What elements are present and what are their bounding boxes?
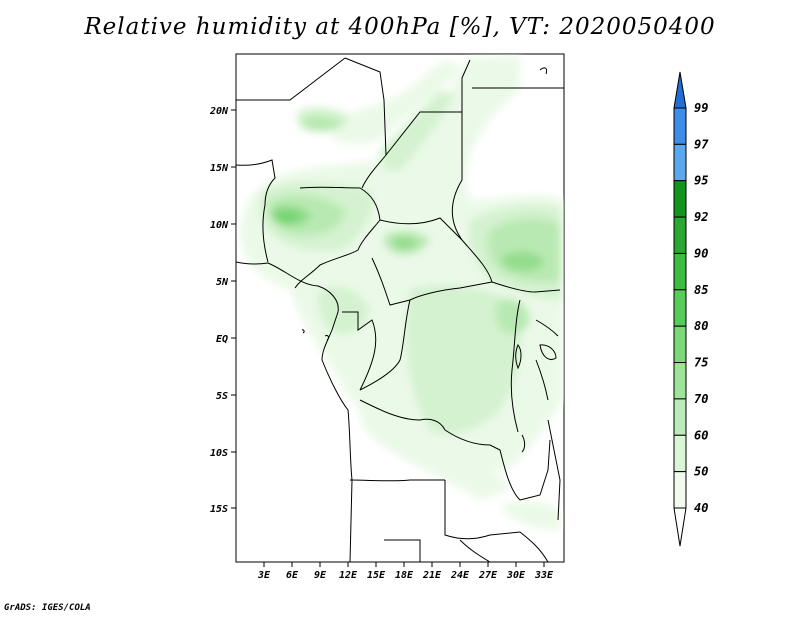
- lat-label: 15S: [210, 504, 228, 515]
- colorbar-label: 90: [694, 246, 708, 260]
- lat-label: 10N: [210, 220, 229, 231]
- colorbar-swatch: [673, 107, 687, 145]
- colorbar-bottom-arrow: [673, 507, 687, 547]
- lat-ticks: [231, 109, 236, 509]
- humidity-field: [240, 56, 564, 530]
- lon-ticks: [263, 562, 545, 567]
- colorbar-swatch: [673, 434, 687, 473]
- lon-label: 3E: [257, 570, 271, 581]
- colorbar-label: 85: [694, 283, 708, 297]
- lat-label: 20N: [209, 106, 229, 117]
- lat-label: 5N: [216, 277, 229, 288]
- colorbar-label: 70: [694, 392, 708, 406]
- lon-label: 24E: [450, 570, 470, 581]
- colorbar-label: 40: [694, 501, 708, 515]
- country-borders: [236, 57, 564, 562]
- lat-label: EQ: [216, 334, 228, 345]
- colorbar-swatch: [673, 289, 687, 327]
- lon-label: 15E: [367, 570, 386, 581]
- colorbar-label: 92: [694, 210, 708, 224]
- lon-label: 12E: [339, 570, 358, 581]
- colorbar-label: 80: [694, 319, 708, 333]
- lon-label: 30E: [506, 570, 526, 581]
- lat-labels: 20N 15N 10N 5N EQ 5S 10S 15S: [209, 106, 229, 515]
- colorbar-swatch: [673, 180, 687, 218]
- lon-label: 33E: [534, 570, 554, 581]
- lon-label: 27E: [478, 570, 498, 581]
- lat-label: 15N: [210, 163, 229, 174]
- colorbar-label: 60: [694, 428, 708, 442]
- credit-text: GrADS: IGES/COLA: [4, 603, 91, 613]
- lon-labels: 3E 6E 9E 12E 15E 18E 21E 24E 27E 30E 33E: [257, 570, 554, 581]
- lon-label: 21E: [422, 570, 442, 581]
- colorbar-swatch: [673, 252, 687, 291]
- colorbar-swatch: [673, 362, 687, 400]
- lon-label: 18E: [395, 570, 414, 581]
- lat-label: 10S: [210, 448, 228, 459]
- colorbar-top-arrow: [673, 71, 687, 109]
- colorbar-label: 95: [694, 174, 708, 188]
- colorbar-swatch: [673, 325, 687, 364]
- colorbar-swatch: [673, 143, 687, 182]
- colorbar-swatch: [673, 471, 687, 509]
- colorbar-label: 99: [694, 101, 708, 115]
- colorbar-swatch: [673, 216, 687, 254]
- colorbar-label: 75: [694, 356, 708, 370]
- colorbar-swatch: [673, 398, 687, 436]
- lon-label: 9E: [314, 570, 327, 581]
- lat-label: 5S: [216, 391, 228, 402]
- map-title: Relative humidity at 400hPa [%], VT: 202…: [84, 14, 716, 40]
- lon-label: 6E: [286, 570, 299, 581]
- colorbar-label: 50: [694, 465, 708, 479]
- colorbar: 99 97 95 92 90 85 80 75 70 60 50 40: [673, 71, 709, 547]
- colorbar-label: 97: [694, 137, 709, 151]
